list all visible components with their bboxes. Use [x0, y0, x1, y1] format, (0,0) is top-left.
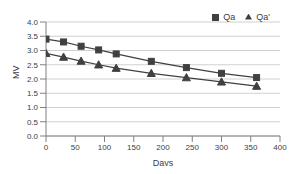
svg-text:4.0: 4.0	[27, 18, 39, 27]
svg-text:300: 300	[215, 143, 229, 152]
svg-text:3.0: 3.0	[27, 46, 39, 55]
svg-text:0.5: 0.5	[27, 118, 39, 127]
svg-text:1.0: 1.0	[27, 103, 39, 112]
svg-text:150: 150	[127, 143, 141, 152]
svg-text:1.5: 1.5	[27, 89, 39, 98]
svg-text:0: 0	[44, 143, 49, 152]
svg-text:350: 350	[244, 143, 258, 152]
svg-text:Days: Days	[153, 158, 174, 166]
html-text:Qa: Qa	[223, 12, 236, 22]
svg-text:400: 400	[273, 143, 287, 152]
svg-text:250: 250	[186, 143, 200, 152]
svg-text:50: 50	[71, 143, 80, 152]
svg-text:3.5: 3.5	[27, 32, 39, 41]
svg-text:200: 200	[156, 143, 170, 152]
svg-text:MV: MV	[11, 66, 21, 80]
svg-text:2.0: 2.0	[27, 75, 39, 84]
svg-text:100: 100	[98, 143, 112, 152]
html-text:Qa': Qa'	[256, 12, 270, 22]
svg-text:2.5: 2.5	[27, 61, 39, 70]
svg-text:0.0: 0.0	[27, 132, 39, 141]
